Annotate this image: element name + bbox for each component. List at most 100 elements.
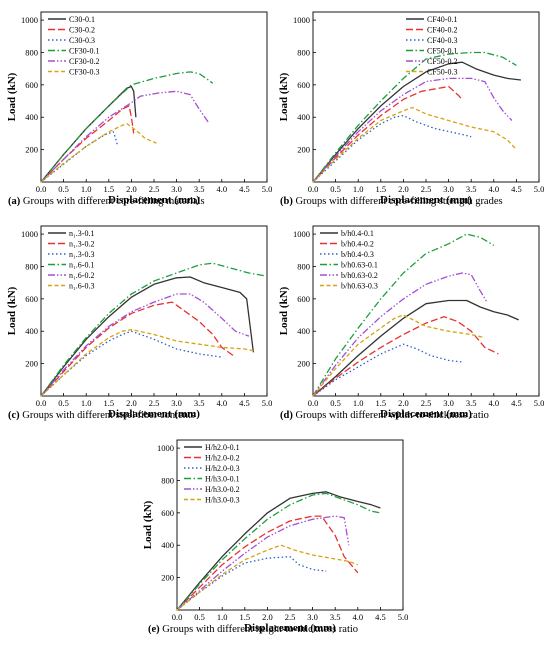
- legend-entry: H/h2.0-0.3: [205, 464, 240, 473]
- x-tick-label: 2.5: [149, 398, 160, 408]
- x-tick-label: 1.0: [353, 398, 364, 408]
- x-tick-label: 4.0: [216, 184, 227, 194]
- y-tick-label: 200: [297, 359, 310, 369]
- legend-entry: b/h0.63-0.1: [341, 261, 378, 270]
- series-line-c-1: [40, 301, 236, 397]
- x-tick-label: 0.0: [36, 184, 47, 194]
- y-tick-label: 800: [161, 475, 174, 485]
- series-line-b-2: [312, 114, 472, 183]
- x-tick-label: 4.5: [239, 184, 250, 194]
- legend-entry: H/h3.0-0.2: [205, 485, 240, 494]
- y-tick-label: 400: [161, 540, 174, 550]
- legend-entry: CF50-0.3: [427, 68, 457, 77]
- series-line-a-2: [40, 131, 119, 183]
- x-tick-label: 1.0: [217, 612, 228, 622]
- caption-letter: (b): [280, 196, 293, 207]
- x-tick-label: 0.5: [194, 612, 205, 622]
- x-tick-label: 2.5: [421, 398, 432, 408]
- legend-entry: CF40-0.3: [427, 36, 457, 45]
- legend-entry: b/h0.4-0.3: [341, 250, 374, 259]
- y-axis-label: Load (kN): [278, 286, 290, 335]
- x-tick-label: 4.0: [488, 184, 499, 194]
- x-tick-label: 3.0: [171, 398, 182, 408]
- legend-entry: C30-0.3: [69, 36, 95, 45]
- x-tick-label: 1.0: [353, 184, 364, 194]
- legend-entry: CF40-0.2: [427, 26, 457, 35]
- legend-entry: CF30-0.2: [69, 57, 99, 66]
- series-line-c-2: [40, 330, 222, 397]
- x-tick-label: 2.0: [398, 184, 409, 194]
- x-tick-label: 4.0: [352, 612, 363, 622]
- plot-frame: [312, 11, 540, 183]
- y-tick-label: 400: [25, 326, 38, 336]
- caption-text: Groups with different height-to-thicknes…: [160, 624, 358, 635]
- x-tick-label: 1.0: [81, 398, 92, 408]
- series-line-b-4: [312, 77, 513, 183]
- x-axis-label: Displacement (mm): [108, 408, 200, 420]
- x-tick-label: 1.5: [375, 398, 386, 408]
- x-tick-label: 3.5: [194, 398, 205, 408]
- x-axis-label: Displacement (mm): [380, 408, 472, 420]
- x-tick-label: 0.5: [330, 184, 341, 194]
- figure-caption: (d) Groups with different width-to-thick…: [280, 410, 489, 421]
- x-tick-label: 4.5: [511, 398, 522, 408]
- x-axis-label: Displacement (mm): [244, 622, 336, 634]
- series-line-b-5: [312, 106, 517, 183]
- x-tick-label: 2.0: [398, 398, 409, 408]
- chart-e: 0.0 0.5 1.0 1.5 2.0 2.5 3.0 3.5 4.0 4.5 5.0 200 400 6…: [142, 439, 408, 635]
- y-tick-label: 200: [161, 573, 174, 583]
- series-line-e-5: [176, 544, 359, 611]
- series-line-d-5: [312, 314, 485, 397]
- figure-caption: (a) Groups with different core-filling m…: [8, 196, 205, 207]
- series-line-c-4: [40, 293, 250, 397]
- legend-entry: n₁.3-0.1: [69, 229, 94, 238]
- x-tick-label: 0.5: [58, 184, 69, 194]
- y-tick-label: 600: [25, 80, 38, 90]
- x-tick-label: 3.5: [466, 184, 477, 194]
- series-line-d-2: [312, 343, 463, 397]
- x-tick-label: 0.5: [58, 398, 69, 408]
- chart-a: 0.0 0.5 1.0 1.5 2.0 2.5 3.0 3.5 4.0 4.5 5.0 200 400 6…: [6, 11, 273, 207]
- series-line-e-3: [176, 492, 381, 611]
- legend-entry: C30-0.1: [69, 15, 95, 24]
- legend-entry: H/h2.0-0.1: [205, 443, 240, 452]
- series-line-c-3: [40, 262, 268, 397]
- y-axis-label: Load (kN): [6, 286, 18, 335]
- x-tick-label: 5.0: [262, 184, 273, 194]
- series-line-d-3: [312, 233, 495, 397]
- y-tick-label: 400: [297, 326, 310, 336]
- y-tick-label: 600: [25, 294, 38, 304]
- legend-entry: CF40-0.1: [427, 15, 457, 24]
- x-tick-label: 3.5: [466, 398, 477, 408]
- y-tick-label: 600: [297, 80, 310, 90]
- series-line-d-1: [312, 316, 499, 397]
- x-tick-label: 5.0: [534, 184, 545, 194]
- y-tick-label: 1000: [21, 229, 38, 239]
- series-line-c-0: [40, 276, 255, 397]
- series-line-a-1: [40, 105, 135, 183]
- legend-entry: CF30-0.3: [69, 68, 99, 77]
- y-tick-label: 200: [25, 145, 38, 155]
- series-line-d-0: [312, 299, 519, 397]
- x-tick-label: 3.5: [194, 184, 205, 194]
- x-tick-label: 3.0: [443, 398, 454, 408]
- legend-entry: H/h3.0-0.3: [205, 496, 240, 505]
- x-tick-label: 3.5: [330, 612, 341, 622]
- caption-text: Groups with different steel fiber conten…: [20, 410, 195, 421]
- legend-entry: n₁.6-0.2: [69, 271, 94, 280]
- series-line-b-3: [312, 51, 517, 183]
- x-tick-label: 3.0: [443, 184, 454, 194]
- y-axis-label: Load (kN): [278, 72, 290, 121]
- series-line-a-4: [40, 90, 209, 183]
- y-tick-label: 400: [25, 112, 38, 122]
- x-axis-label: Displacement (mm): [380, 194, 472, 206]
- x-tick-label: 1.5: [375, 184, 386, 194]
- legend-entry: C30-0.2: [69, 26, 95, 35]
- x-tick-label: 2.5: [421, 184, 432, 194]
- legend-entry: b/h0.4-0.1: [341, 229, 374, 238]
- x-tick-label: 0.5: [330, 398, 341, 408]
- figure-caption: (c) Groups with different steel fiber co…: [8, 410, 195, 421]
- x-tick-label: 3.0: [171, 184, 182, 194]
- caption-letter: (c): [8, 410, 20, 421]
